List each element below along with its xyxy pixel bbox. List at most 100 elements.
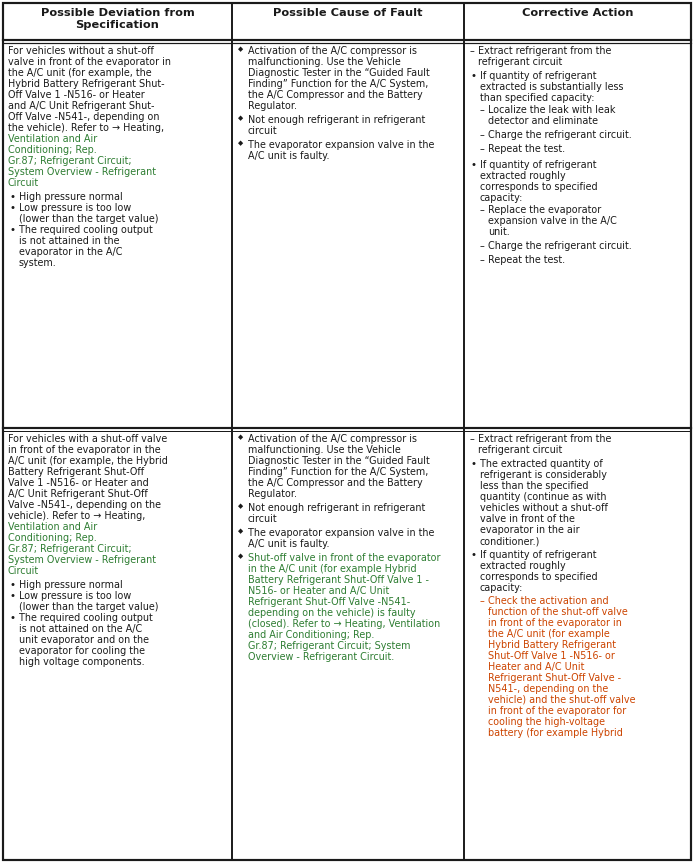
Text: A/C unit is faulty.: A/C unit is faulty. bbox=[248, 539, 330, 549]
Text: and A/C Unit Refrigerant Shut-: and A/C Unit Refrigerant Shut- bbox=[8, 101, 155, 111]
Text: If quantity of refrigerant: If quantity of refrigerant bbox=[480, 550, 597, 560]
Text: –: – bbox=[480, 205, 485, 215]
Text: –: – bbox=[480, 130, 485, 140]
Text: unit evaporator and on the: unit evaporator and on the bbox=[19, 635, 149, 645]
Text: System Overview - Refrigerant: System Overview - Refrigerant bbox=[8, 555, 156, 565]
Text: evaporator in the air: evaporator in the air bbox=[480, 525, 579, 535]
Text: Off Valve 1 -N516- or Heater: Off Valve 1 -N516- or Heater bbox=[8, 90, 145, 100]
Text: Battery Refrigerant Shut-Off: Battery Refrigerant Shut-Off bbox=[8, 467, 144, 477]
Text: Valve -N541-, depending on the: Valve -N541-, depending on the bbox=[8, 500, 161, 510]
Text: (closed). Refer to → Heating, Ventilation: (closed). Refer to → Heating, Ventilatio… bbox=[248, 619, 440, 629]
Text: Finding” Function for the A/C System,: Finding” Function for the A/C System, bbox=[248, 79, 428, 89]
Text: evaporator for cooling the: evaporator for cooling the bbox=[19, 646, 145, 656]
Text: is not attained in the: is not attained in the bbox=[19, 236, 119, 246]
Text: •: • bbox=[10, 192, 16, 202]
Text: vehicle) and the shut-off valve: vehicle) and the shut-off valve bbox=[488, 695, 636, 705]
Text: circuit: circuit bbox=[248, 514, 278, 524]
Text: capacity:: capacity: bbox=[480, 193, 523, 203]
Text: high voltage components.: high voltage components. bbox=[19, 657, 144, 667]
Text: ◆: ◆ bbox=[238, 434, 244, 440]
Text: and Air Conditioning; Rep.: and Air Conditioning; Rep. bbox=[248, 630, 374, 640]
Text: in front of the evaporator in: in front of the evaporator in bbox=[488, 618, 622, 628]
Text: quantity (continue as with: quantity (continue as with bbox=[480, 492, 607, 502]
Text: extracted roughly: extracted roughly bbox=[480, 171, 566, 181]
Text: Not enough refrigerant in refrigerant: Not enough refrigerant in refrigerant bbox=[248, 503, 425, 513]
Text: the A/C Compressor and the Battery: the A/C Compressor and the Battery bbox=[248, 90, 423, 100]
Text: For vehicles with a shut-off valve: For vehicles with a shut-off valve bbox=[8, 434, 167, 444]
Text: A/C Unit Refrigerant Shut-Off: A/C Unit Refrigerant Shut-Off bbox=[8, 489, 148, 499]
Text: expansion valve in the A/C: expansion valve in the A/C bbox=[488, 216, 617, 226]
Text: is not attained on the A/C: is not attained on the A/C bbox=[19, 624, 142, 634]
Text: –: – bbox=[470, 434, 475, 444]
Text: in front of the evaporator in the: in front of the evaporator in the bbox=[8, 445, 160, 455]
Text: System Overview - Refrigerant: System Overview - Refrigerant bbox=[8, 167, 156, 177]
Text: Repeat the test.: Repeat the test. bbox=[488, 144, 565, 154]
Text: Conditioning; Rep.: Conditioning; Rep. bbox=[8, 533, 96, 543]
Text: Off Valve -N541-, depending on: Off Valve -N541-, depending on bbox=[8, 112, 160, 122]
Text: Low pressure is too low: Low pressure is too low bbox=[19, 591, 131, 601]
Text: Hybrid Battery Refrigerant: Hybrid Battery Refrigerant bbox=[488, 640, 616, 650]
Text: refrigerant circuit: refrigerant circuit bbox=[478, 57, 562, 67]
Text: •: • bbox=[471, 550, 477, 560]
Text: (lower than the target value): (lower than the target value) bbox=[19, 602, 158, 612]
Text: Charge the refrigerant circuit.: Charge the refrigerant circuit. bbox=[488, 130, 632, 140]
Text: A/C unit (for example, the Hybrid: A/C unit (for example, the Hybrid bbox=[8, 456, 168, 466]
Text: capacity:: capacity: bbox=[480, 583, 523, 593]
Text: Charge the refrigerant circuit.: Charge the refrigerant circuit. bbox=[488, 241, 632, 251]
Text: Corrective Action: Corrective Action bbox=[522, 8, 633, 18]
Text: detector and eliminate: detector and eliminate bbox=[488, 116, 598, 126]
Text: Possible Cause of Fault: Possible Cause of Fault bbox=[273, 8, 423, 18]
Text: Shut-Off Valve 1 -N516- or: Shut-Off Valve 1 -N516- or bbox=[488, 651, 615, 661]
Text: Diagnostic Tester in the “Guided Fault: Diagnostic Tester in the “Guided Fault bbox=[248, 456, 430, 466]
Text: extracted is substantially less: extracted is substantially less bbox=[480, 82, 623, 92]
Text: •: • bbox=[471, 459, 477, 469]
Text: Overview - Refrigerant Circuit.: Overview - Refrigerant Circuit. bbox=[248, 652, 394, 662]
Text: The required cooling output: The required cooling output bbox=[19, 225, 153, 235]
Text: Finding” Function for the A/C System,: Finding” Function for the A/C System, bbox=[248, 467, 428, 477]
Text: Circuit: Circuit bbox=[8, 178, 39, 188]
Text: –: – bbox=[470, 46, 475, 56]
Text: –: – bbox=[480, 596, 485, 606]
Text: than specified capacity:: than specified capacity: bbox=[480, 93, 595, 103]
Text: If quantity of refrigerant: If quantity of refrigerant bbox=[480, 71, 597, 81]
Text: Activation of the A/C compressor is: Activation of the A/C compressor is bbox=[248, 434, 417, 444]
Text: •: • bbox=[10, 591, 16, 601]
Text: Check the activation and: Check the activation and bbox=[488, 596, 609, 606]
Text: Shut-off valve in front of the evaporator: Shut-off valve in front of the evaporato… bbox=[248, 553, 441, 563]
Text: Ventilation and Air: Ventilation and Air bbox=[8, 522, 97, 532]
Text: Conditioning; Rep.: Conditioning; Rep. bbox=[8, 145, 96, 155]
Text: •: • bbox=[10, 225, 16, 235]
Text: in front of the evaporator for: in front of the evaporator for bbox=[488, 706, 626, 716]
Text: For vehicles without a shut-off: For vehicles without a shut-off bbox=[8, 46, 154, 56]
Text: Gr.87; Refrigerant Circuit;: Gr.87; Refrigerant Circuit; bbox=[8, 156, 132, 166]
Text: corresponds to specified: corresponds to specified bbox=[480, 572, 598, 582]
Text: vehicles without a shut-off: vehicles without a shut-off bbox=[480, 503, 608, 513]
Text: If quantity of refrigerant: If quantity of refrigerant bbox=[480, 160, 597, 170]
Text: ◆: ◆ bbox=[238, 553, 244, 559]
Text: refrigerant is considerably: refrigerant is considerably bbox=[480, 470, 607, 480]
Text: Activation of the A/C compressor is: Activation of the A/C compressor is bbox=[248, 46, 417, 56]
Text: Localize the leak with leak: Localize the leak with leak bbox=[488, 105, 616, 115]
Text: the A/C unit (for example, the: the A/C unit (for example, the bbox=[8, 68, 151, 78]
Text: The evaporator expansion valve in the: The evaporator expansion valve in the bbox=[248, 528, 434, 538]
Text: malfunctioning. Use the Vehicle: malfunctioning. Use the Vehicle bbox=[248, 445, 400, 455]
Text: Replace the evaporator: Replace the evaporator bbox=[488, 205, 601, 215]
Text: malfunctioning. Use the Vehicle: malfunctioning. Use the Vehicle bbox=[248, 57, 400, 67]
Text: vehicle). Refer to → Heating,: vehicle). Refer to → Heating, bbox=[8, 511, 145, 521]
Text: depending on the vehicle) is faulty: depending on the vehicle) is faulty bbox=[248, 608, 416, 618]
Text: Circuit: Circuit bbox=[8, 566, 39, 576]
Text: Regulator.: Regulator. bbox=[248, 101, 297, 111]
Text: valve in front of the: valve in front of the bbox=[480, 514, 575, 524]
Text: ◆: ◆ bbox=[238, 115, 244, 121]
Text: The required cooling output: The required cooling output bbox=[19, 613, 153, 623]
Text: Gr.87; Refrigerant Circuit;: Gr.87; Refrigerant Circuit; bbox=[8, 544, 132, 554]
Text: ◆: ◆ bbox=[238, 46, 244, 52]
Text: in the A/C unit (for example Hybrid: in the A/C unit (for example Hybrid bbox=[248, 564, 416, 574]
Text: Diagnostic Tester in the “Guided Fault: Diagnostic Tester in the “Guided Fault bbox=[248, 68, 430, 78]
Text: The extracted quantity of: The extracted quantity of bbox=[480, 459, 603, 469]
Text: ◆: ◆ bbox=[238, 528, 244, 534]
Text: battery (for example Hybrid: battery (for example Hybrid bbox=[488, 728, 623, 738]
Text: –: – bbox=[480, 255, 485, 265]
Text: extracted roughly: extracted roughly bbox=[480, 561, 566, 571]
Text: the A/C unit (for example: the A/C unit (for example bbox=[488, 629, 610, 639]
